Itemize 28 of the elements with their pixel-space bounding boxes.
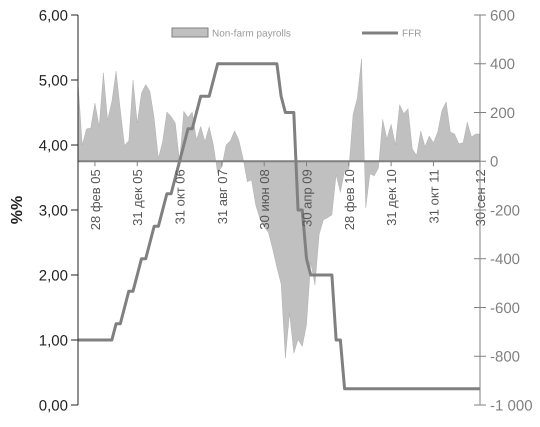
y2-tick-label: 0 — [490, 154, 498, 170]
y2-tick-label: 200 — [490, 104, 516, 122]
y-tick-label: 3,00 — [38, 202, 68, 220]
x-tick-label: 30 июн 08 — [257, 169, 272, 230]
x-tick-label: 28 фев 05 — [88, 169, 103, 230]
x-tick-label: 31 авг 07 — [214, 169, 230, 224]
y-tick-label: 6,00 — [38, 7, 68, 24]
y-tick-label: 0,00 — [38, 397, 68, 414]
x-tick-label: 30 апр 09 — [300, 169, 315, 227]
y2-tick-label: -200 — [490, 202, 520, 220]
legend-label: FFR — [402, 28, 422, 40]
y2-tick-label: 400 — [490, 56, 516, 73]
y-tick-label: 1,00 — [38, 332, 68, 350]
y-tick-label: 5,00 — [38, 72, 68, 90]
y2-tick-label: -1 000 — [490, 397, 533, 414]
x-tick-label: 28 фев 10 — [342, 169, 357, 230]
y2-tick-label: -800 — [490, 348, 520, 366]
y-tick-label: 4,00 — [38, 137, 68, 154]
x-tick-label: 31 дек 05 — [130, 169, 146, 226]
y2-tick-label: -400 — [490, 251, 520, 268]
y-axis-title: %% — [9, 196, 26, 224]
y2-tick-label: -600 — [490, 300, 520, 317]
y-tick-label: 2,00 — [38, 267, 68, 284]
x-tick-label: 31 окт 11 — [426, 169, 442, 224]
legend-label: Non-farm payrolls — [212, 28, 291, 40]
y2-tick-label: 600 — [490, 7, 516, 24]
x-tick-label: 31 окт 06 — [172, 169, 188, 224]
x-tick-label: 31 дек 10 — [384, 169, 400, 226]
